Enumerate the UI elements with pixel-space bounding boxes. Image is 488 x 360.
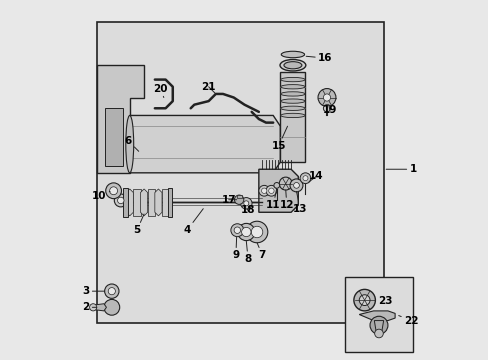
Polygon shape (133, 189, 140, 216)
Text: 14: 14 (308, 171, 323, 182)
Text: 17: 17 (221, 195, 236, 205)
Circle shape (117, 197, 124, 204)
Circle shape (251, 226, 262, 238)
Text: 15: 15 (271, 126, 287, 151)
Text: 4: 4 (183, 209, 203, 235)
Ellipse shape (280, 113, 305, 118)
Circle shape (104, 284, 119, 298)
Circle shape (303, 176, 307, 181)
Circle shape (317, 89, 335, 107)
Text: 10: 10 (92, 191, 110, 201)
Ellipse shape (280, 106, 305, 111)
Polygon shape (155, 189, 162, 216)
Circle shape (109, 187, 117, 195)
Ellipse shape (125, 116, 133, 173)
Text: 20: 20 (153, 84, 167, 98)
Circle shape (323, 94, 330, 101)
Text: 19: 19 (322, 105, 336, 115)
Ellipse shape (280, 99, 305, 103)
Circle shape (374, 329, 383, 338)
Circle shape (240, 198, 251, 209)
Polygon shape (97, 65, 144, 173)
Circle shape (244, 201, 248, 206)
Text: 13: 13 (292, 192, 306, 214)
Circle shape (369, 316, 387, 334)
Bar (104, 108, 122, 166)
Circle shape (289, 179, 303, 192)
Bar (344, 277, 412, 352)
Circle shape (300, 173, 310, 184)
Polygon shape (126, 189, 133, 216)
Text: 23: 23 (375, 296, 392, 306)
Circle shape (359, 295, 369, 306)
Polygon shape (162, 189, 169, 216)
Polygon shape (147, 189, 155, 216)
Circle shape (261, 188, 266, 193)
Circle shape (234, 195, 244, 204)
Circle shape (230, 224, 244, 237)
Polygon shape (129, 116, 280, 173)
Text: 6: 6 (124, 136, 139, 151)
Text: 7: 7 (257, 243, 265, 260)
Ellipse shape (280, 85, 305, 89)
Circle shape (237, 224, 254, 240)
Polygon shape (280, 72, 305, 162)
Circle shape (293, 183, 299, 188)
Text: 16: 16 (305, 53, 332, 63)
Circle shape (108, 288, 115, 295)
Polygon shape (359, 311, 394, 320)
Circle shape (114, 194, 127, 207)
Text: 3: 3 (82, 286, 104, 296)
Ellipse shape (284, 62, 301, 69)
Ellipse shape (280, 92, 305, 96)
Ellipse shape (280, 59, 305, 71)
Circle shape (353, 289, 375, 311)
Text: 9: 9 (232, 237, 239, 260)
Text: 2: 2 (82, 302, 97, 312)
Circle shape (89, 304, 97, 311)
Text: 18: 18 (241, 206, 255, 216)
Text: 21: 21 (201, 82, 215, 94)
Circle shape (105, 183, 121, 199)
Text: 12: 12 (279, 190, 293, 210)
Circle shape (323, 105, 330, 112)
Polygon shape (96, 304, 106, 311)
Circle shape (268, 188, 274, 193)
Ellipse shape (281, 51, 304, 58)
Bar (97, 22, 384, 323)
Text: 1: 1 (386, 164, 416, 174)
Text: 22: 22 (398, 316, 418, 325)
Circle shape (279, 177, 292, 190)
Text: 11: 11 (265, 189, 280, 210)
Bar (167, 188, 172, 217)
Bar (123, 188, 127, 217)
Circle shape (104, 300, 120, 315)
Circle shape (258, 185, 269, 196)
Polygon shape (373, 320, 383, 333)
Circle shape (273, 183, 279, 188)
Text: 8: 8 (244, 241, 251, 264)
Circle shape (234, 227, 240, 233)
Text: 5: 5 (133, 214, 144, 235)
Circle shape (241, 227, 250, 237)
Polygon shape (258, 169, 298, 212)
Ellipse shape (280, 77, 305, 82)
Circle shape (265, 185, 276, 196)
Bar (236, 195, 241, 198)
Polygon shape (140, 189, 147, 216)
Circle shape (246, 221, 267, 243)
